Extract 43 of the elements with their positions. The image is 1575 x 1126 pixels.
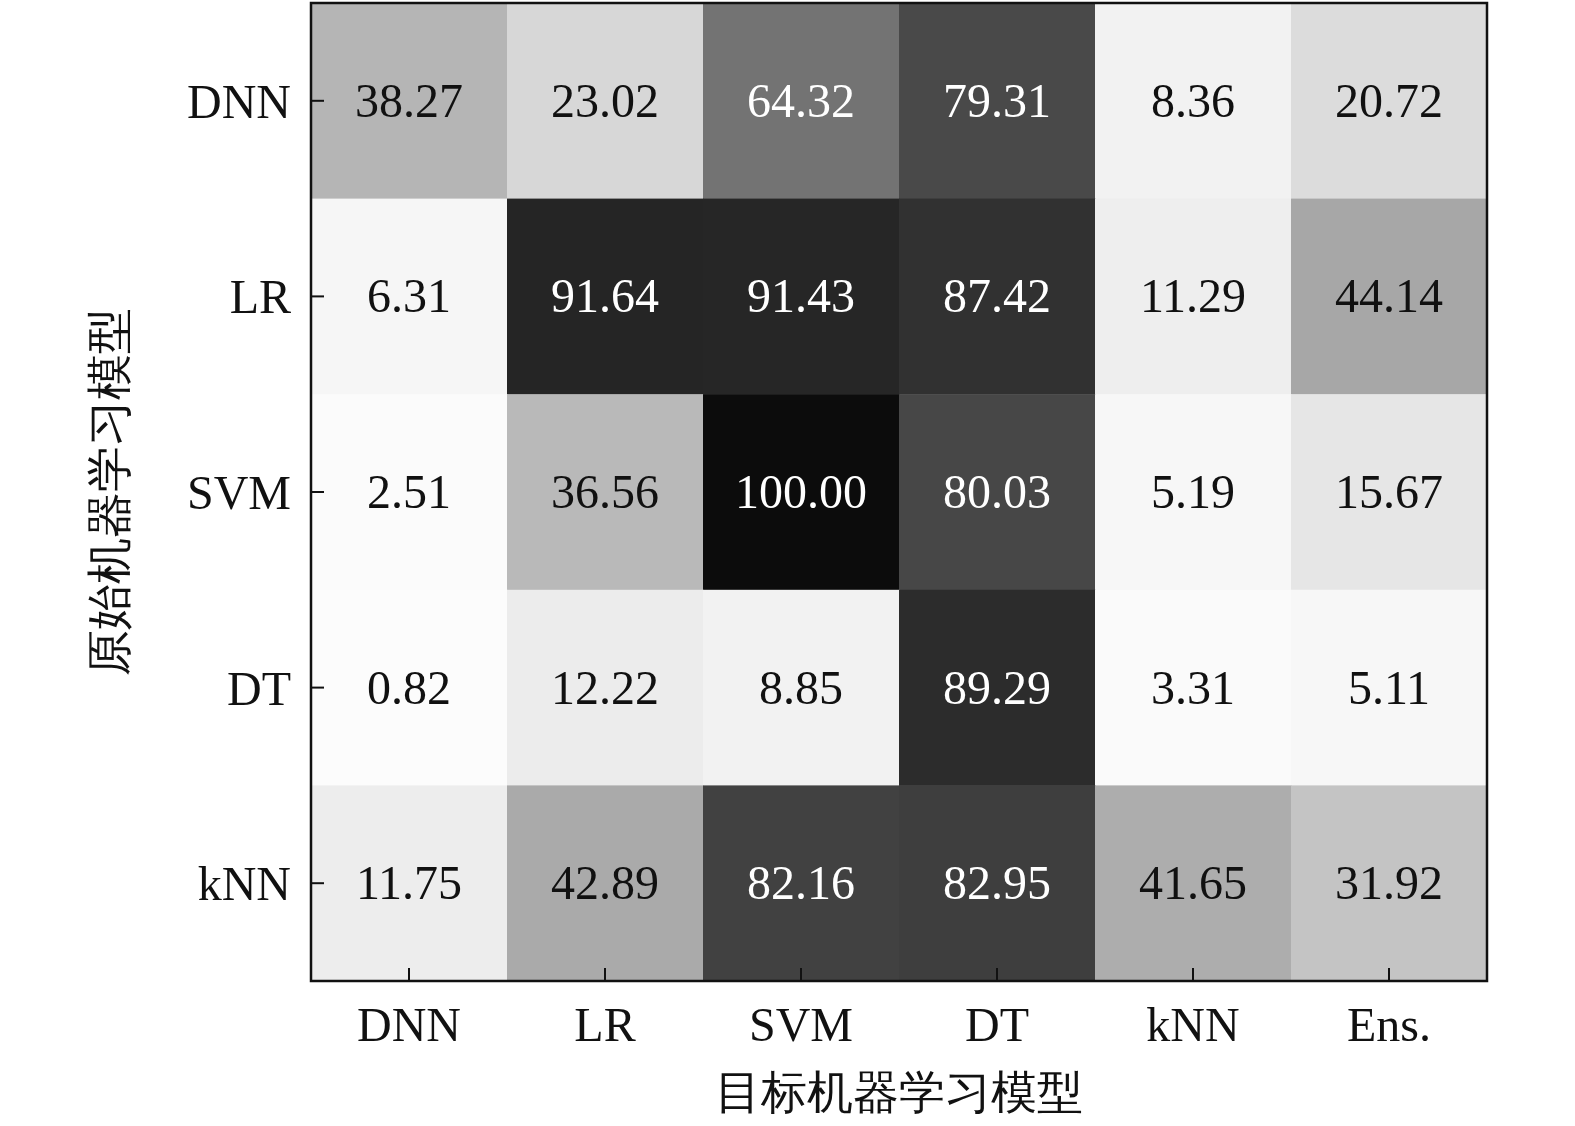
x-tick-label: DNN [357, 998, 461, 1051]
data-label: 82.95 [943, 856, 1051, 910]
data-label: 44.14 [1335, 269, 1443, 323]
data-label: 42.89 [551, 856, 659, 910]
data-label: 87.42 [943, 269, 1051, 323]
y-tick-label: DT [227, 661, 291, 715]
data-label: 64.32 [747, 73, 855, 127]
data-label: 8.85 [759, 660, 843, 714]
data-label: 82.16 [747, 856, 855, 910]
data-label: 15.67 [1335, 465, 1443, 518]
data-label: 38.27 [355, 73, 463, 127]
x-tick-label: DT [965, 998, 1029, 1051]
x-axis-title: 目标机器学习模型 [715, 1065, 1083, 1119]
data-label: 91.64 [551, 269, 659, 323]
data-label: 31.92 [1335, 856, 1443, 910]
y-tick-label: SVM [186, 466, 291, 519]
data-label: 11.75 [355, 856, 463, 910]
data-label: 11.29 [1139, 269, 1247, 323]
data-label: 89.29 [943, 660, 1051, 714]
data-label: 5.19 [1151, 465, 1235, 518]
data-label: 6.31 [367, 269, 451, 323]
data-label: 80.03 [943, 465, 1051, 518]
x-tick-label: kNN [1146, 998, 1240, 1051]
x-tick-label: Ens. [1347, 998, 1431, 1051]
x-tick-label: LR [574, 998, 636, 1051]
data-label: 5.11 [1347, 660, 1431, 714]
data-label: 36.56 [551, 465, 659, 518]
y-tick-label: DNN [187, 74, 291, 128]
data-label: 41.65 [1139, 856, 1247, 910]
data-label: 20.72 [1335, 73, 1443, 127]
data-label: 91.43 [747, 269, 855, 323]
data-label: 79.31 [943, 73, 1051, 127]
x-tick-label: SVM [748, 998, 854, 1051]
y-tick-label: kNN [197, 857, 291, 911]
data-label: 23.02 [551, 73, 659, 127]
data-label: 8.36 [1151, 73, 1235, 127]
y-axis-title: 原始机器学习模型 [82, 308, 136, 676]
data-label: 2.51 [367, 465, 451, 518]
data-label: 12.22 [551, 660, 659, 714]
data-label: 0.82 [367, 660, 451, 714]
data-label: 3.31 [1151, 660, 1235, 714]
data-label: 100.00 [735, 465, 867, 518]
y-tick-label: LR [229, 270, 291, 324]
